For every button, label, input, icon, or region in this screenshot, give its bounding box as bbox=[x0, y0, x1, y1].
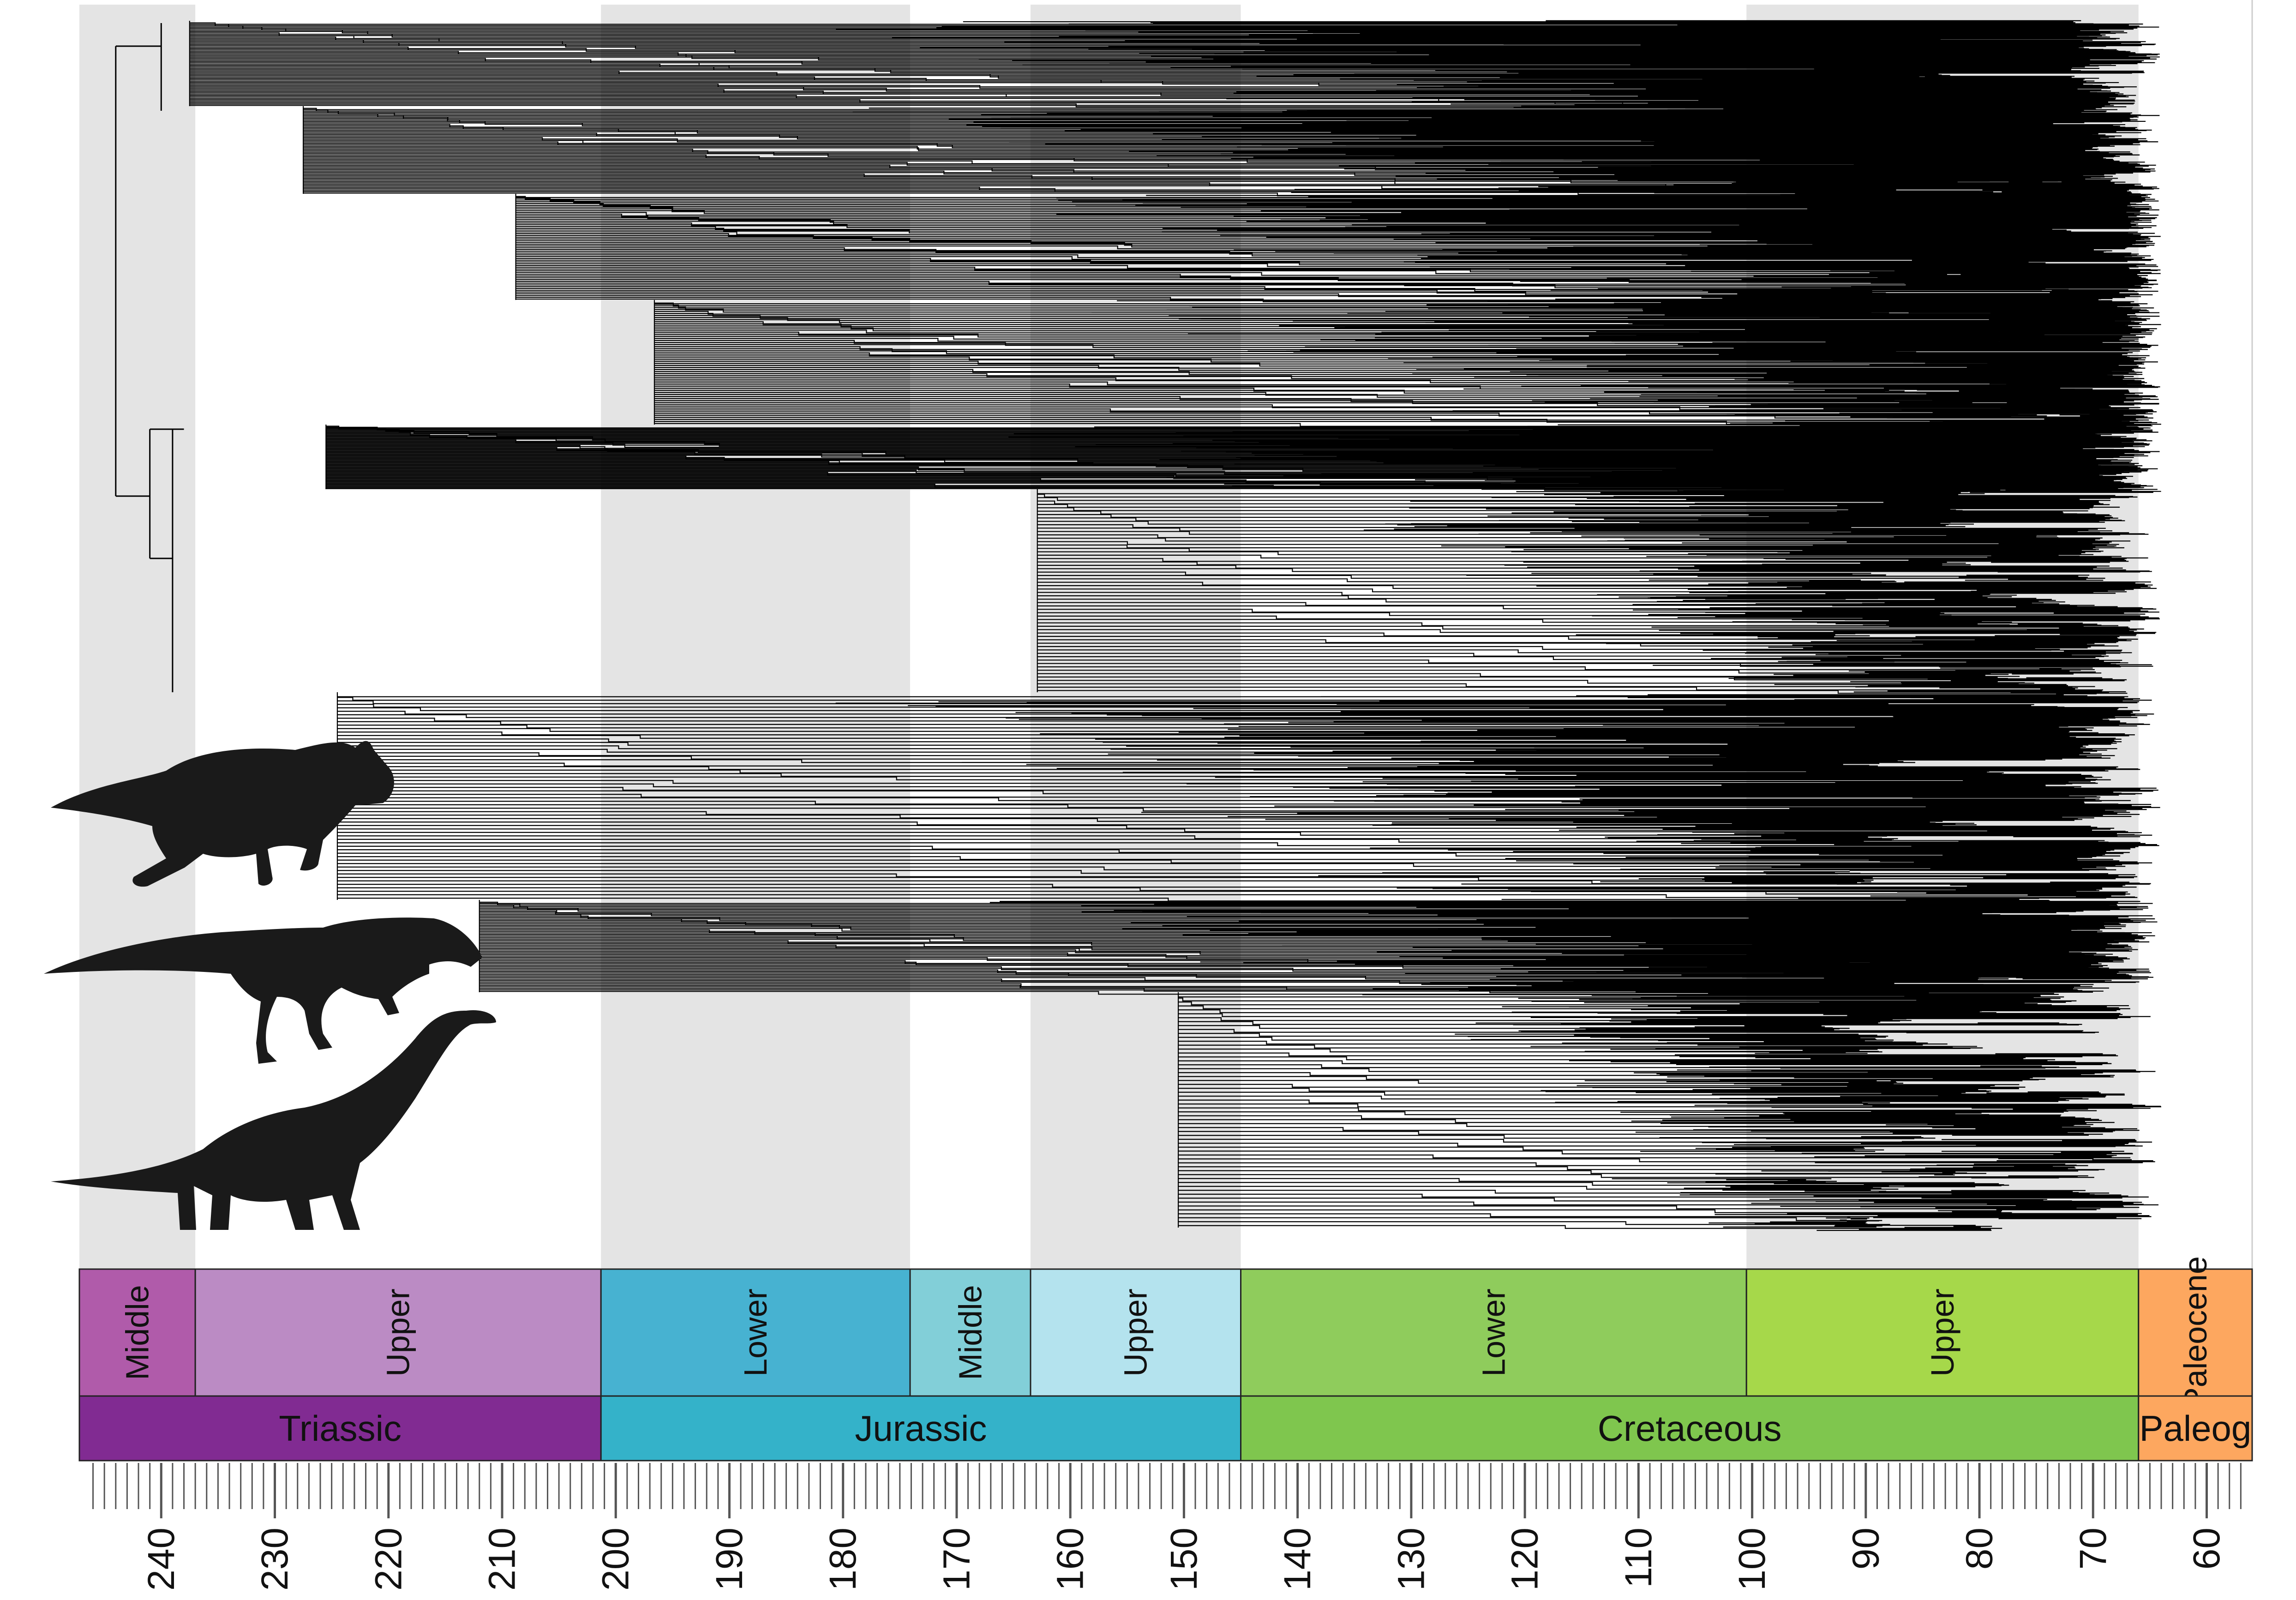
epoch-label-3: Middle bbox=[952, 1285, 988, 1380]
tick-label: 70 bbox=[2072, 1528, 2114, 1570]
clade-4 bbox=[653, 300, 2161, 430]
epoch-box-3 bbox=[909, 1268, 1031, 1397]
clade-6-branches bbox=[1037, 489, 2160, 695]
sauropod-silhouette bbox=[51, 1010, 496, 1230]
tick-label: 190 bbox=[708, 1528, 750, 1591]
clade-3-branches bbox=[515, 194, 2161, 305]
tick-label: 200 bbox=[595, 1528, 637, 1591]
tick-label: 90 bbox=[1845, 1528, 1887, 1570]
clade-1-branches bbox=[189, 20, 2160, 110]
clade-6 bbox=[1037, 489, 2160, 695]
epoch-label-6: Upper bbox=[1924, 1288, 1960, 1377]
epoch-box-0 bbox=[78, 1268, 196, 1397]
geologic-timescale: Middle Upper Lower Middle Upper Lower Upper Pal… bbox=[78, 1256, 2253, 1462]
epoch-label-7: Paleocene bbox=[2177, 1256, 2213, 1409]
clade-5 bbox=[325, 425, 2161, 493]
tick-label: 130 bbox=[1390, 1528, 1432, 1591]
tick-label: 110 bbox=[1618, 1528, 1660, 1588]
clade-9 bbox=[1177, 992, 2162, 1231]
period-box-3 bbox=[2138, 1395, 2253, 1462]
epoch-box-1 bbox=[194, 1268, 602, 1397]
period-label-2: Cretaceous bbox=[1598, 1408, 1782, 1449]
epoch-label-5: Lower bbox=[1475, 1288, 1511, 1377]
tick-label: 150 bbox=[1163, 1528, 1205, 1591]
tick-label: 140 bbox=[1277, 1528, 1319, 1591]
period-label-1: Jurassic bbox=[855, 1408, 987, 1449]
tick-label: 120 bbox=[1504, 1528, 1546, 1591]
epoch-box-6 bbox=[1745, 1268, 2140, 1397]
clade-3 bbox=[515, 194, 2161, 305]
phylogenetic-tree bbox=[115, 20, 2162, 1231]
clade-2-branches bbox=[302, 106, 2160, 198]
tick-label: 180 bbox=[822, 1528, 864, 1591]
period-box-1 bbox=[600, 1395, 1242, 1462]
epoch-label-1: Upper bbox=[380, 1288, 416, 1377]
epoch-box-2 bbox=[600, 1268, 911, 1397]
tick-label: 220 bbox=[367, 1528, 409, 1591]
epoch-label-2: Lower bbox=[737, 1288, 773, 1377]
tick-label: 160 bbox=[1049, 1528, 1091, 1591]
clade-2 bbox=[302, 106, 2160, 198]
minor-ticks bbox=[92, 1463, 2242, 1518]
clade-8 bbox=[479, 900, 2158, 996]
tick-label: 100 bbox=[1731, 1528, 1773, 1591]
dinosaur-silhouettes bbox=[44, 741, 496, 1230]
period-label-3: Paleog bbox=[2139, 1408, 2251, 1449]
epoch-label-0: Middle bbox=[120, 1285, 156, 1380]
epoch-box-4 bbox=[1030, 1268, 1242, 1397]
ceratopsian-silhouette bbox=[51, 741, 394, 887]
clade-9-branches bbox=[1177, 992, 2162, 1231]
time-axis: 240 230 220 210 200 190 180 170 160 150 140 130 120 1… bbox=[92, 1463, 2242, 1591]
clade-4-branches bbox=[653, 300, 2161, 430]
period-box-2 bbox=[1240, 1395, 2140, 1462]
tick-label: 80 bbox=[1959, 1528, 2001, 1570]
tick-label: 230 bbox=[254, 1528, 296, 1591]
period-label-0: Triassic bbox=[279, 1408, 402, 1449]
tick-label: 240 bbox=[140, 1528, 182, 1591]
theropod-silhouette bbox=[44, 917, 482, 1064]
epoch-label-4: Upper bbox=[1118, 1288, 1154, 1377]
clade-8-branches bbox=[479, 900, 2158, 996]
clade-1 bbox=[189, 20, 2160, 110]
epoch-shade-2 bbox=[601, 5, 910, 1269]
tree-backbone bbox=[115, 23, 184, 692]
epoch-shade-0 bbox=[79, 5, 196, 1269]
tick-label: 210 bbox=[481, 1528, 523, 1591]
epoch-box-7 bbox=[2138, 1268, 2253, 1397]
tick-label: 170 bbox=[935, 1528, 977, 1591]
clade-5-branches bbox=[325, 425, 2161, 493]
epoch-box-5 bbox=[1240, 1268, 1747, 1397]
tick-label: 60 bbox=[2186, 1528, 2228, 1570]
